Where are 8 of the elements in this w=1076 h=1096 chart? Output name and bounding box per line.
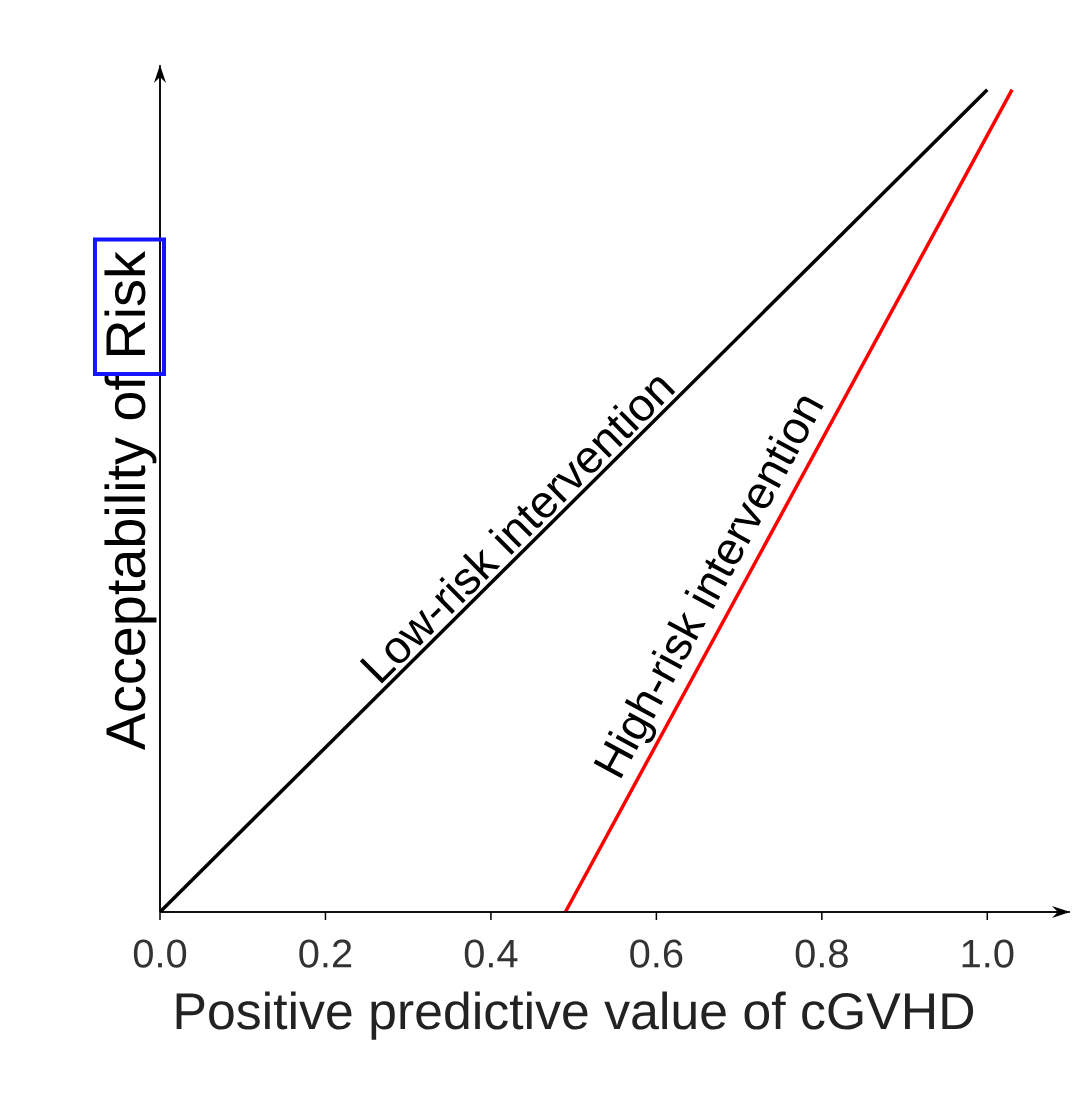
x-tick-label: 0.8 (795, 939, 848, 968)
x-tick-label: 0.0 (133, 939, 187, 968)
x-tick-label: 0.6 (630, 939, 683, 968)
x-tick-label: 1.0 (962, 939, 1014, 968)
y-axis-title: Acceptability of Risk (104, 251, 157, 751)
x-tick-label: 0.2 (299, 939, 352, 968)
x-axis-title: Positive predictive value of cGVHD (176, 991, 974, 1040)
x-tick-label: 0.4 (464, 939, 518, 968)
